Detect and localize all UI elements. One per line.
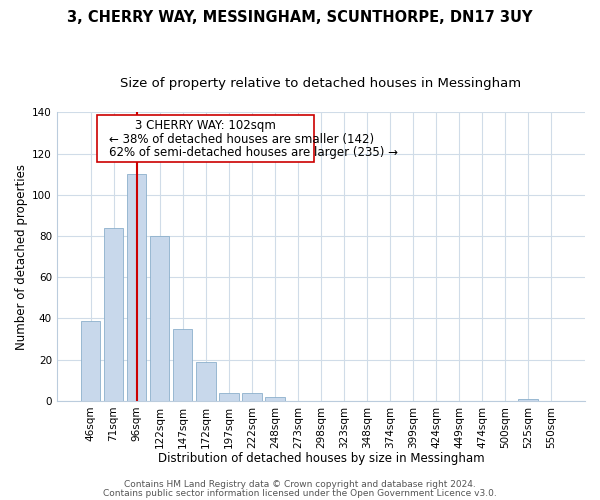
Bar xyxy=(219,392,239,401)
Bar xyxy=(127,174,146,401)
Title: Size of property relative to detached houses in Messingham: Size of property relative to detached ho… xyxy=(121,78,521,90)
Text: 62% of semi-detached houses are larger (235) →: 62% of semi-detached houses are larger (… xyxy=(109,146,398,159)
X-axis label: Distribution of detached houses by size in Messingham: Distribution of detached houses by size … xyxy=(158,452,484,465)
Bar xyxy=(518,399,538,401)
Bar xyxy=(81,320,100,401)
Text: ← 38% of detached houses are smaller (142): ← 38% of detached houses are smaller (14… xyxy=(109,133,374,146)
Y-axis label: Number of detached properties: Number of detached properties xyxy=(15,164,28,350)
Bar xyxy=(104,228,124,401)
Bar xyxy=(196,362,215,401)
Text: 3, CHERRY WAY, MESSINGHAM, SCUNTHORPE, DN17 3UY: 3, CHERRY WAY, MESSINGHAM, SCUNTHORPE, D… xyxy=(67,10,533,25)
Bar xyxy=(242,392,262,401)
Text: 3 CHERRY WAY: 102sqm: 3 CHERRY WAY: 102sqm xyxy=(135,120,276,132)
Bar xyxy=(173,329,193,401)
Text: Contains public sector information licensed under the Open Government Licence v3: Contains public sector information licen… xyxy=(103,488,497,498)
Text: Contains HM Land Registry data © Crown copyright and database right 2024.: Contains HM Land Registry data © Crown c… xyxy=(124,480,476,489)
Bar xyxy=(150,236,169,401)
Bar xyxy=(265,396,284,401)
FancyBboxPatch shape xyxy=(97,114,314,162)
